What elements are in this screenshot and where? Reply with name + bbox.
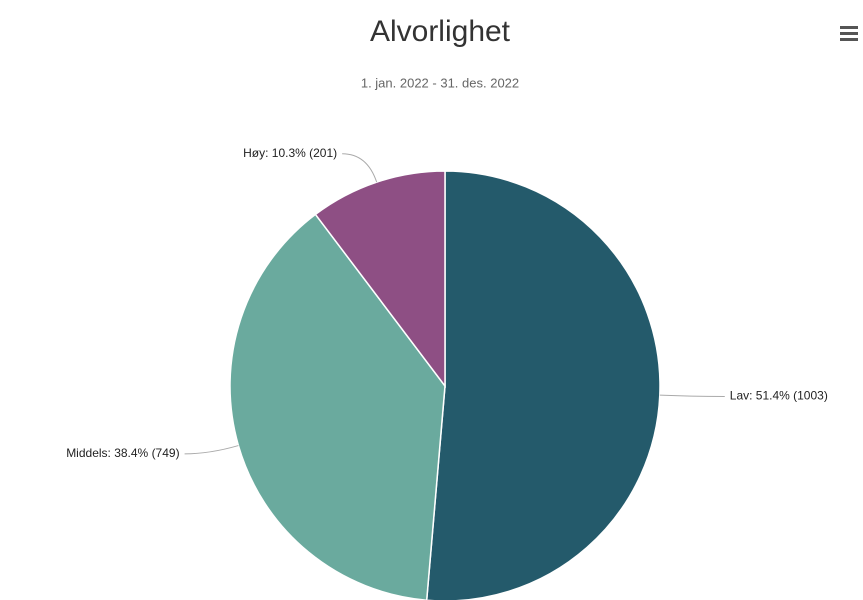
chart-title: Alvorlighet [370, 15, 511, 48]
menu-line[interactable] [840, 38, 858, 41]
chart-subtitle: 1. jan. 2022 - 31. des. 2022 [361, 75, 519, 90]
connector [184, 445, 239, 455]
connector [659, 394, 725, 397]
data-label: Høy: 10.3% (201) [243, 146, 337, 160]
menu-line[interactable] [840, 32, 858, 35]
data-label: Middels: 38.4% (749) [66, 446, 179, 460]
pie-slice [425, 170, 661, 600]
data-label: Lav: 51.4% (1003) [730, 389, 828, 403]
connector [342, 153, 378, 183]
pie-slice [314, 170, 446, 389]
pie-slice [229, 213, 446, 600]
menu-line[interactable] [840, 26, 858, 29]
menu-button[interactable] [840, 26, 858, 41]
